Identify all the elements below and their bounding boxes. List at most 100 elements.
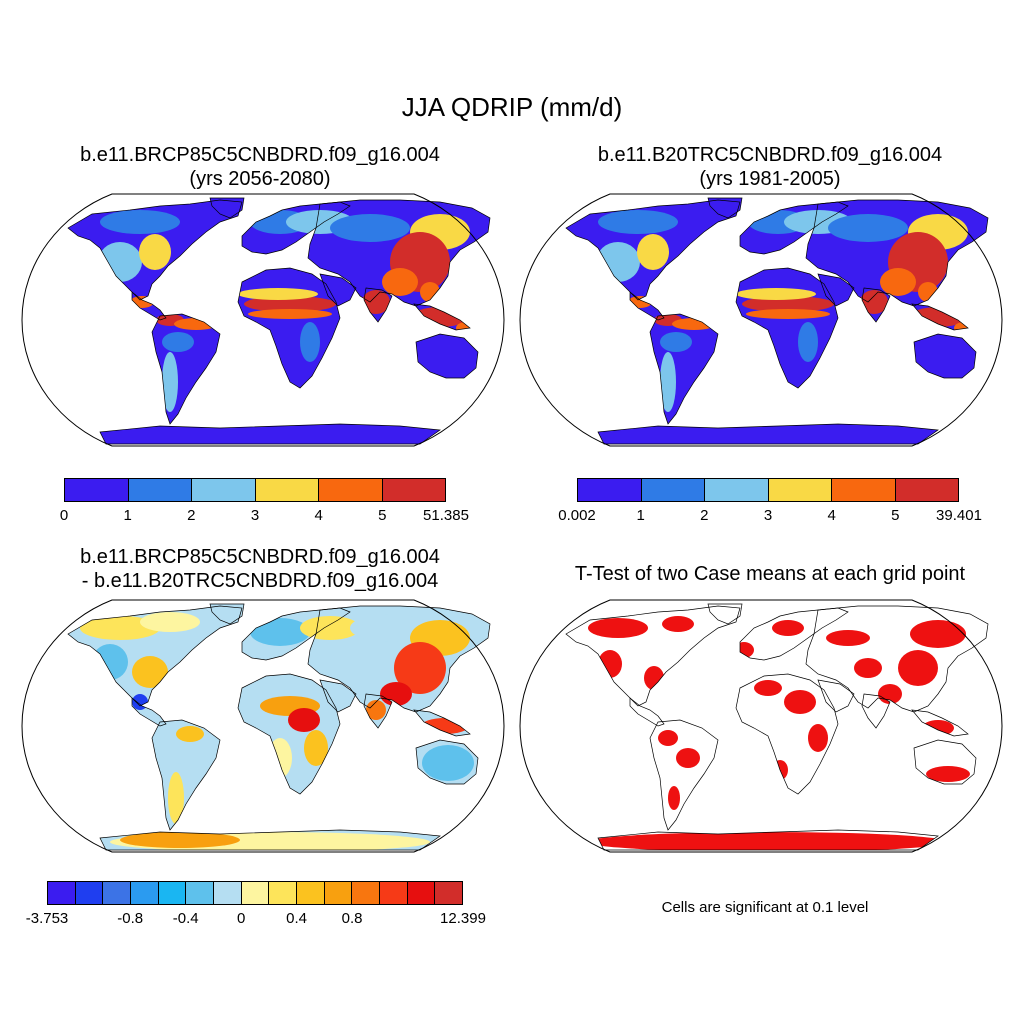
coastline — [413, 709, 471, 737]
significant-region — [658, 730, 678, 746]
colorbar-tick-label: 0 — [236, 910, 246, 927]
precip-anomaly — [250, 618, 310, 646]
colorbar-cell — [75, 882, 104, 904]
coastline — [911, 303, 969, 331]
coastline — [131, 291, 167, 321]
panel-2-colorbar-ticks: 0.002 1 2 3 4 5 39.401 — [558, 507, 982, 527]
precip-anomaly — [168, 772, 184, 824]
colorbar-tick-label: 2 — [700, 507, 709, 524]
significant-region — [808, 724, 828, 752]
panel-3-map — [21, 599, 505, 853]
panel-3-title: b.e11.BRCP85C5CNBDRD.f09_g16.004 - b.e11… — [20, 545, 500, 593]
continent-ant — [598, 424, 938, 444]
panel-2-colorbar — [577, 478, 959, 502]
significant-region — [588, 832, 948, 850]
significant-region — [772, 620, 804, 636]
map-frame — [21, 193, 505, 447]
continent-aus — [914, 334, 976, 378]
colorbar-cell — [407, 882, 436, 904]
colorbar-cell — [131, 882, 159, 904]
colorbar-cell — [641, 479, 705, 501]
coastline — [237, 267, 341, 389]
colorbar-cell — [324, 882, 353, 904]
colorbar-tick-label: 51.385 — [423, 507, 469, 524]
panel-2-title-line1: b.e11.B20TRC5CNBDRD.f09_g16.004 — [597, 144, 943, 166]
panel-1-title: b.e11.BRCP85C5CNBDRD.f09_g16.004 (yrs 20… — [20, 143, 500, 191]
coastline — [319, 273, 357, 307]
continent-greenland — [210, 604, 244, 624]
colorbar-tick-label: 5 — [891, 507, 900, 524]
coastline — [735, 673, 839, 795]
colorbar-tick-label: 3 — [250, 507, 260, 524]
coastline — [241, 201, 351, 255]
precip-region — [100, 210, 180, 234]
precip-anomaly — [304, 730, 328, 766]
coastline — [805, 199, 989, 307]
precip-region — [382, 268, 418, 296]
precip-region — [598, 210, 678, 234]
coastline — [307, 199, 491, 307]
coastline — [649, 719, 719, 831]
coastline — [565, 199, 741, 301]
precip-region — [637, 234, 669, 270]
colorbar-tick-label: 0.4 — [286, 910, 308, 927]
coastline — [597, 423, 939, 445]
colorbar-tick-label: 1 — [636, 507, 645, 524]
precip-anomaly — [132, 656, 168, 688]
panel-3-colorbar-ticks: -3.753 -0.8 -0.4 0 0.4 0.8 12.399 — [26, 910, 486, 930]
colorbar-tick-label: -3.753 — [25, 910, 69, 927]
coastline — [67, 605, 243, 707]
coastline — [99, 423, 441, 445]
coastline — [817, 679, 855, 713]
precip-region — [162, 332, 194, 352]
precip-region — [248, 309, 332, 319]
colorbar-tick-label: 0.8 — [341, 910, 363, 927]
precip-region — [162, 352, 178, 412]
colorbar-tick-label: 0 — [59, 507, 69, 524]
precip-region — [300, 322, 320, 362]
colorbar-tick-label: 12.399 — [440, 910, 486, 927]
precip-region — [746, 309, 830, 319]
colorbar-cell — [705, 479, 769, 501]
colorbar-tick-label: 3 — [763, 507, 773, 524]
precip-region — [660, 332, 692, 352]
significant-region — [898, 650, 938, 686]
colorbar-tick-label: 39.401 — [936, 507, 982, 524]
colorbar-cell — [380, 882, 408, 904]
precip-anomaly — [394, 642, 446, 694]
panel-2-map — [519, 193, 1003, 447]
panel-3-title-line1: b.e11.BRCP85C5CNBDRD.f09_g16.004 — [80, 546, 440, 568]
coastline — [911, 709, 969, 737]
significant-region — [754, 680, 782, 696]
precip-anomaly — [120, 832, 240, 848]
panel-1-map — [21, 193, 505, 447]
continent-greenland — [708, 198, 742, 218]
coastline — [707, 197, 743, 219]
map-frame — [21, 599, 505, 853]
coastline — [363, 693, 393, 729]
coastline — [861, 693, 891, 729]
panel-1-title-line2: (yrs 2056-2080) — [189, 168, 331, 190]
panel-1-colorbar-ticks: 0 1 2 3 4 5 51.385 — [60, 507, 469, 527]
colorbar-cell — [255, 479, 319, 501]
panel-1-title-line1: b.e11.BRCP85C5CNBDRD.f09_g16.004 — [80, 144, 440, 166]
colorbar-tick-label: 5 — [378, 507, 387, 524]
colorbar-cell — [297, 882, 325, 904]
coastline — [209, 197, 245, 219]
significant-region — [910, 620, 966, 648]
coastline — [629, 291, 665, 321]
coastline — [597, 829, 939, 851]
colorbar-cell — [352, 882, 381, 904]
coastline — [629, 697, 665, 727]
coastline — [649, 313, 719, 425]
significant-region — [854, 658, 882, 678]
colorbar-cell — [895, 479, 958, 501]
panel-1-colorbar — [64, 478, 446, 502]
colorbar-cell — [186, 882, 215, 904]
figure-title: JJA QDRIP (mm/d) — [401, 92, 623, 122]
precip-region — [238, 288, 318, 300]
panel-3-colorbar — [47, 881, 463, 905]
precip-region — [330, 214, 410, 242]
precip-region — [362, 290, 390, 314]
precip-anomaly — [140, 612, 200, 632]
